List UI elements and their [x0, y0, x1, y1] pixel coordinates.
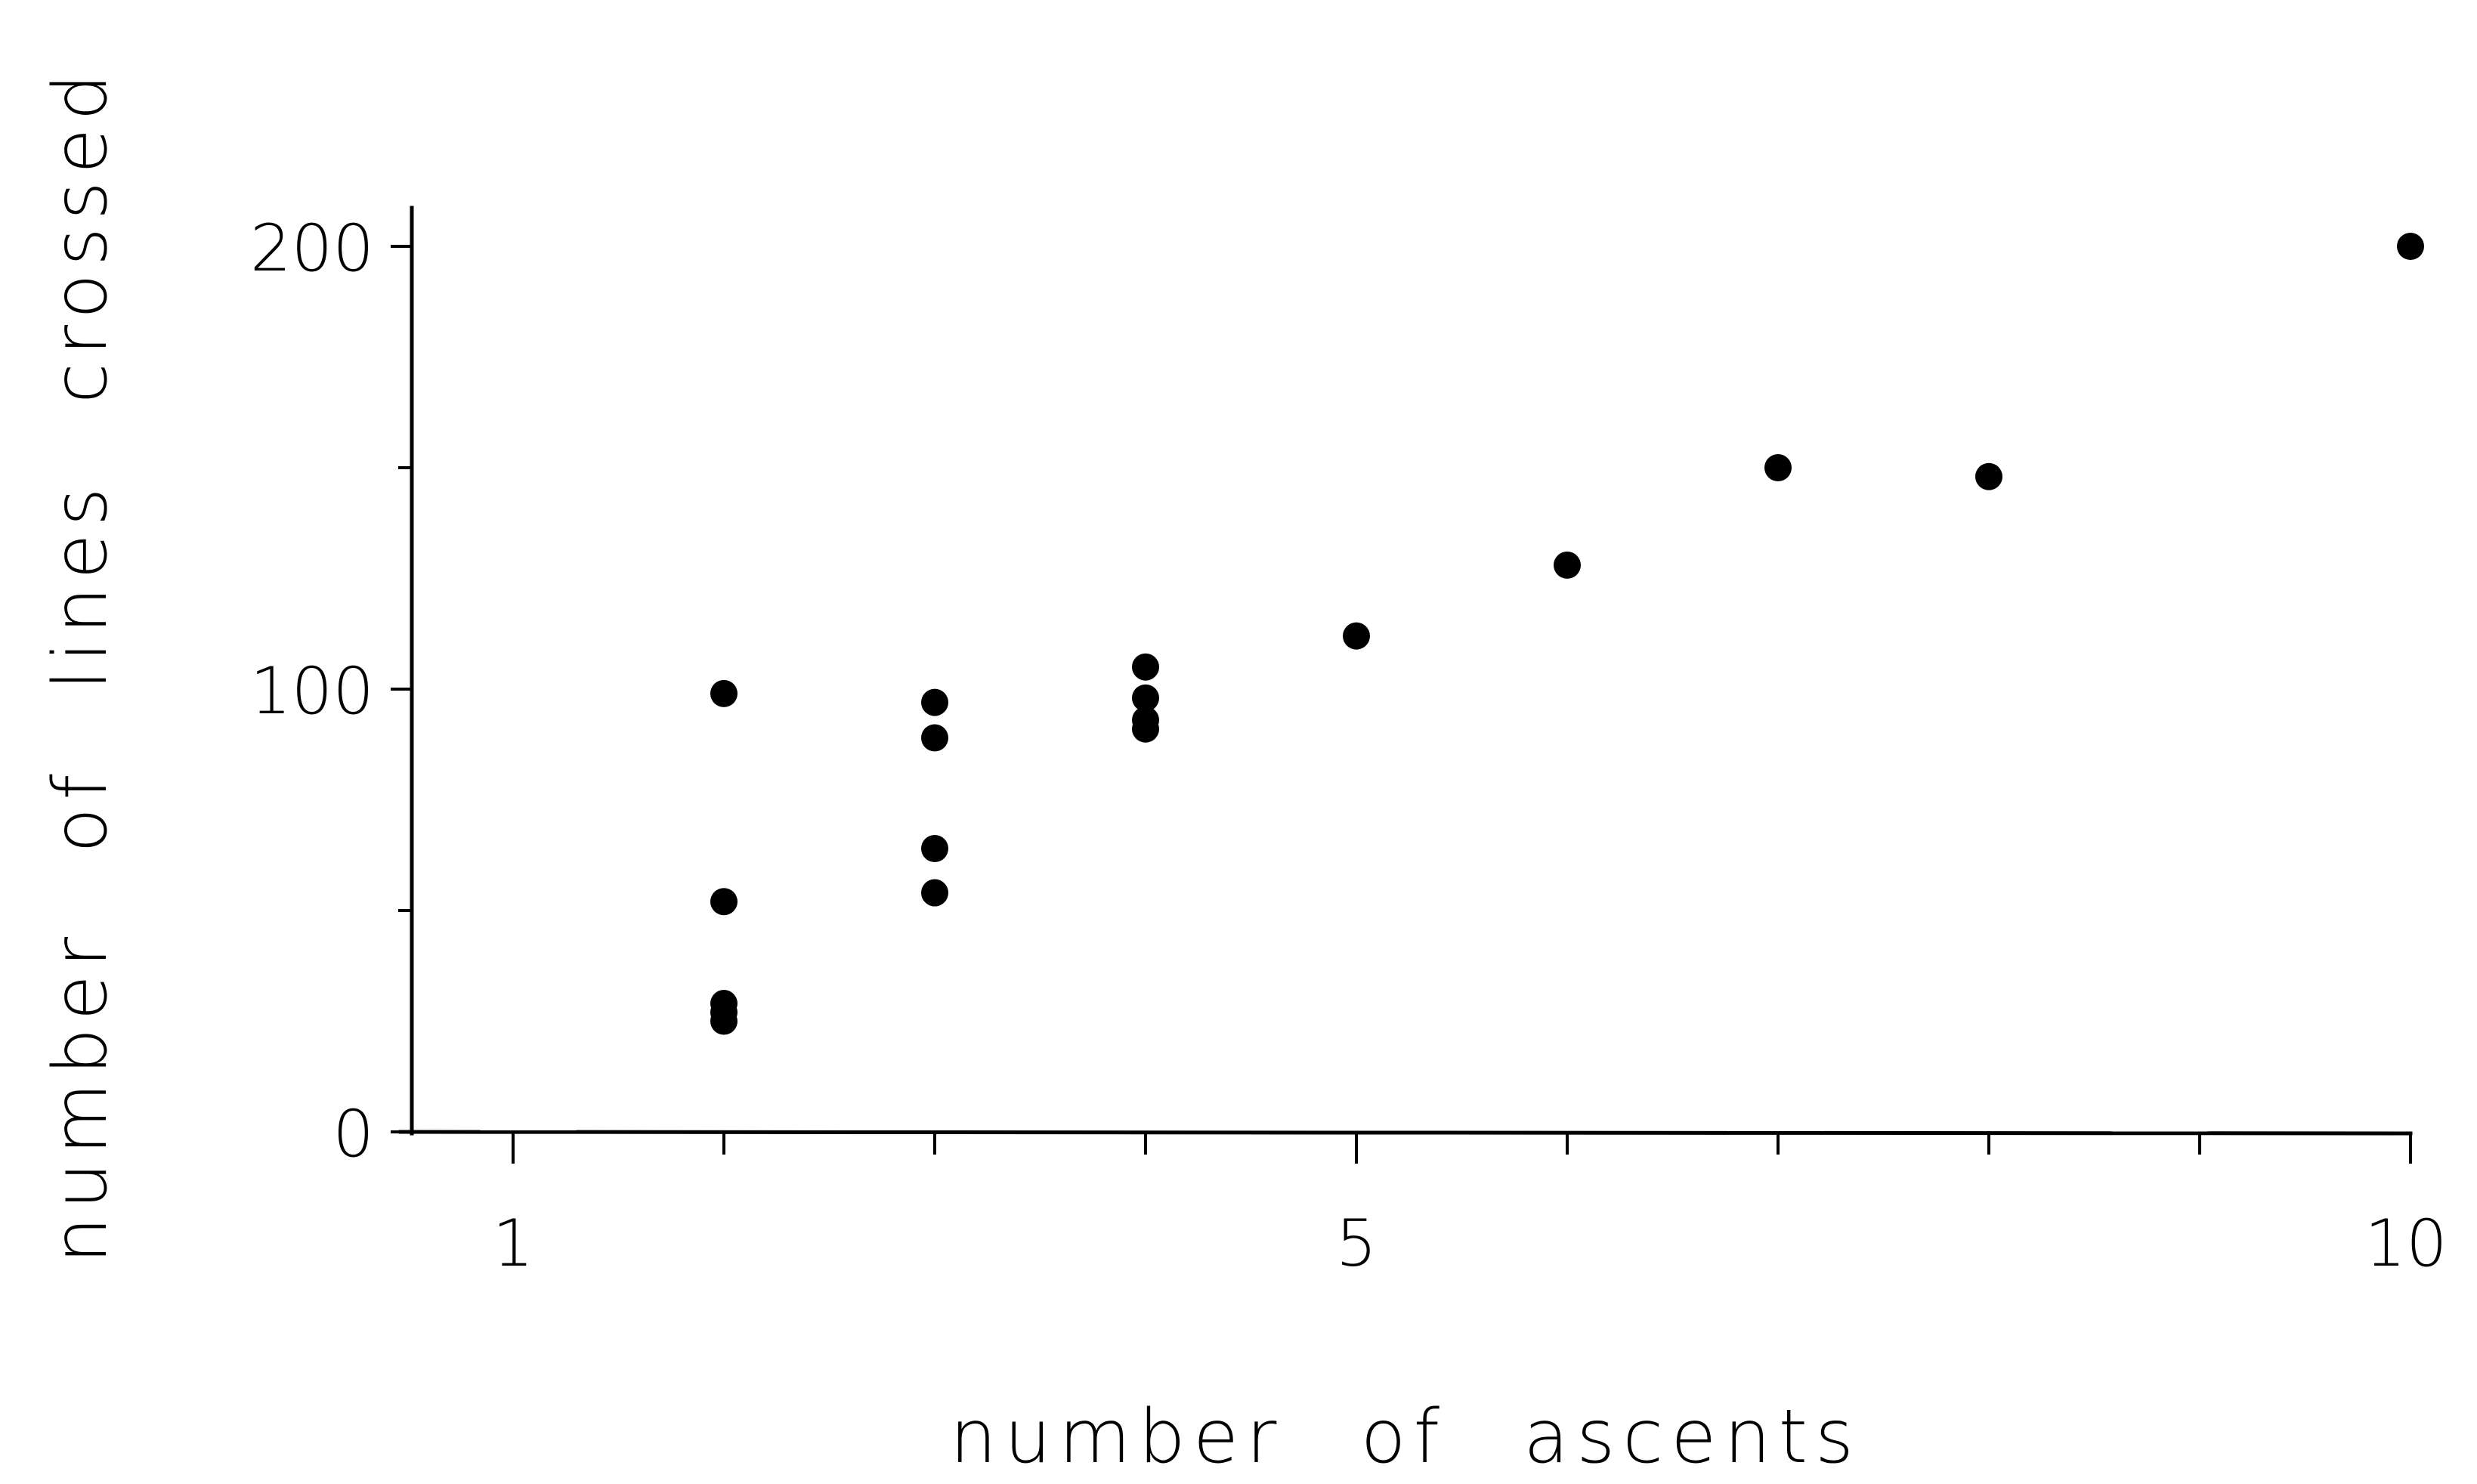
x-tick-label: 1 [493, 1206, 534, 1281]
data-points [710, 233, 2424, 1035]
x-ticks [512, 1132, 2412, 1164]
data-point [710, 888, 738, 916]
y-tick-label: 100 [250, 654, 374, 729]
x-tick-label: 5 [1336, 1206, 1378, 1281]
data-point [921, 724, 948, 752]
data-point [1554, 551, 1581, 579]
y-tick-label: 200 [250, 211, 374, 286]
y-tick-labels: 0 100 200 [250, 211, 374, 1172]
data-point [1975, 462, 2002, 490]
data-point [710, 679, 738, 707]
data-point [1764, 454, 1792, 481]
data-point [710, 1007, 738, 1035]
data-point [921, 834, 948, 862]
data-point [1132, 684, 1159, 712]
x-tick-label: 10 [2364, 1206, 2447, 1281]
x-axis [398, 1130, 2413, 1136]
x-axis-label: number of ascents [950, 1394, 1861, 1480]
data-point [921, 688, 948, 716]
y-tick-label: 0 [332, 1096, 374, 1172]
y-ticks [391, 245, 412, 1133]
data-point [1132, 715, 1159, 743]
y-axis-label: number of lines crossed [38, 66, 124, 1264]
data-point [2397, 233, 2424, 260]
data-point [921, 879, 948, 907]
data-point [1132, 653, 1159, 681]
x-axis-line [398, 1130, 2413, 1136]
x-tick-labels: 1 5 10 [493, 1206, 2448, 1281]
data-point [1343, 622, 1370, 650]
